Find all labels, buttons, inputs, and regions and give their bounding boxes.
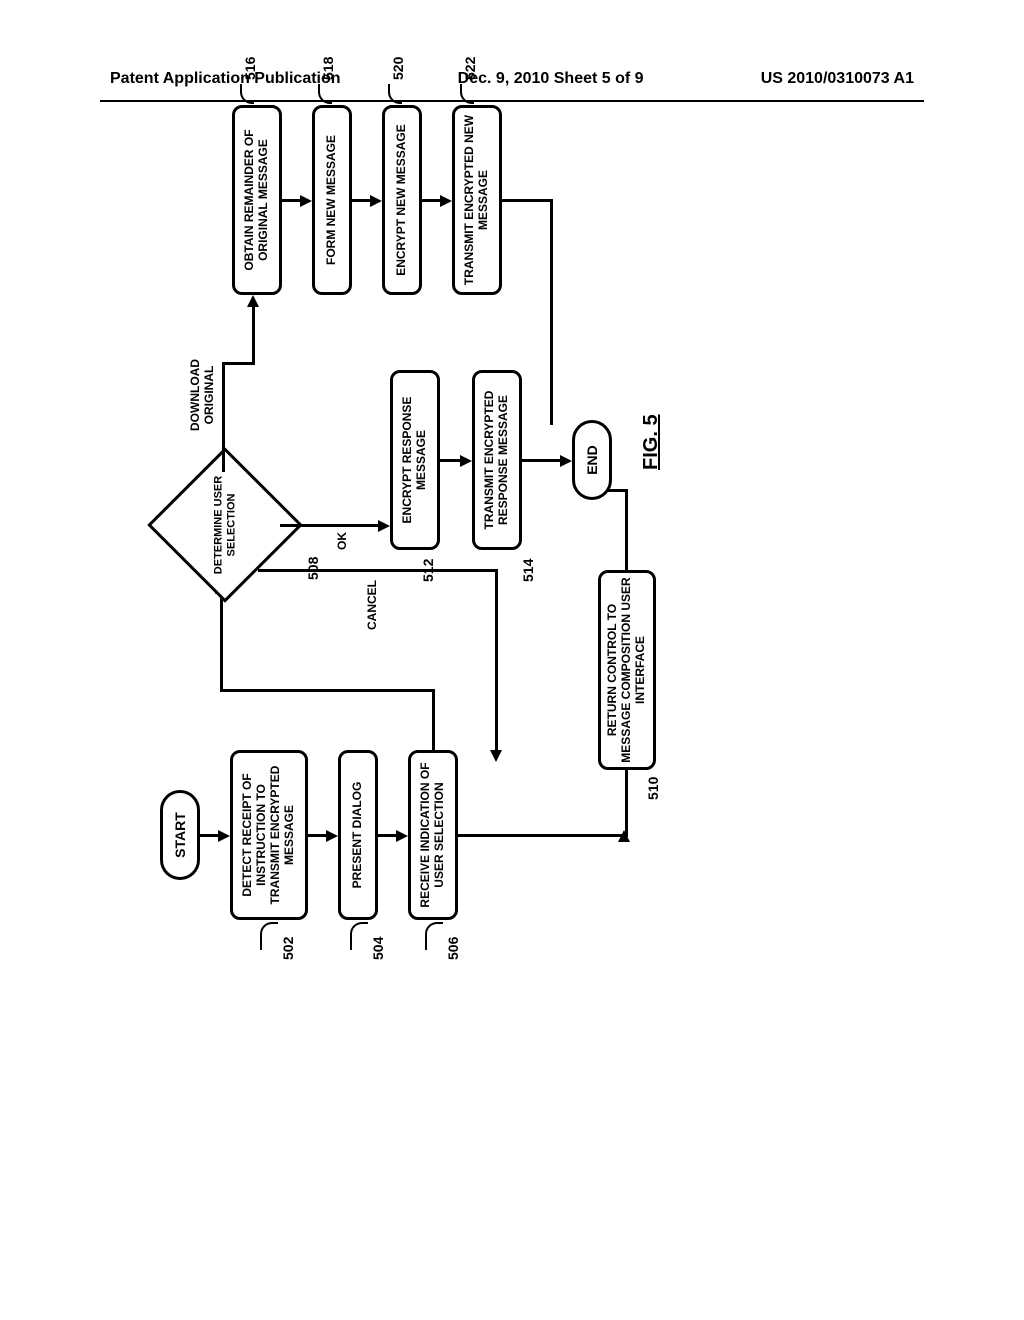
edge-cancel: CANCEL — [365, 580, 379, 630]
header-divider — [100, 100, 924, 102]
ref-520: 520 — [390, 57, 406, 80]
node-516: OBTAIN REMAINDER OF ORIGINAL MESSAGE — [232, 105, 282, 295]
node-502: DETECT RECEIPT OF INSTRUCTION TO TRANSMI… — [230, 750, 308, 920]
ref-516: 516 — [242, 57, 258, 80]
node-514: TRANSMIT ENCRYPTED RESPONSE MESSAGE — [472, 370, 522, 550]
connector — [378, 834, 398, 837]
connector — [625, 770, 628, 837]
connector — [282, 199, 302, 202]
connector — [222, 362, 225, 472]
connector — [220, 592, 223, 692]
ref-502: 502 — [280, 937, 296, 960]
ref-504: 504 — [370, 937, 386, 960]
connector — [280, 524, 380, 527]
ref-514: 514 — [520, 559, 536, 582]
arrow-icon — [247, 295, 259, 307]
connector — [495, 569, 498, 752]
node-504: PRESENT DIALOG — [338, 750, 378, 920]
flowchart-figure: START DETECT RECEIPT OF INSTRUCTION TO T… — [160, 120, 860, 900]
edge-ok: OK — [335, 532, 349, 550]
ref-512: 512 — [420, 559, 436, 582]
arrow-icon — [218, 830, 230, 842]
arrow-icon — [460, 455, 472, 467]
arrow-icon — [490, 750, 502, 762]
node-512: ENCRYPT RESPONSE MESSAGE — [390, 370, 440, 550]
connector — [258, 569, 498, 572]
connector — [502, 199, 552, 202]
arrow-icon — [370, 195, 382, 207]
node-518: FORM NEW MESSAGE — [312, 105, 352, 295]
connector — [200, 834, 220, 837]
arrow-icon — [396, 830, 408, 842]
figure-label: FIG. 5 — [640, 414, 663, 470]
connector — [252, 305, 255, 365]
connector — [308, 834, 328, 837]
connector — [522, 459, 562, 462]
ref-leader — [350, 922, 368, 950]
connector — [432, 690, 435, 750]
edge-download: DOWNLOAD ORIGINAL — [188, 350, 216, 440]
connector — [422, 199, 442, 202]
connector — [458, 834, 628, 837]
page-header: Patent Application Publication Dec. 9, 2… — [0, 70, 1024, 88]
connector — [352, 199, 372, 202]
decision-label: DETERMINE USER SELECTION — [212, 459, 237, 591]
node-end: END — [572, 420, 612, 500]
header-left: Patent Application Publication — [110, 70, 341, 88]
connector — [440, 459, 462, 462]
arrow-icon — [618, 830, 630, 842]
node-506: RECEIVE INDICATION OF USER SELECTION — [408, 750, 458, 920]
node-522: TRANSMIT ENCRYPTED NEW MESSAGE — [452, 105, 502, 295]
connector — [550, 199, 553, 425]
ref-leader — [425, 922, 443, 950]
ref-518: 518 — [320, 57, 336, 80]
connector — [220, 689, 435, 692]
ref-522: 522 — [462, 57, 478, 80]
arrow-icon — [300, 195, 312, 207]
node-510: RETURN CONTROL TO MESSAGE COMPOSITION US… — [598, 570, 656, 770]
connector — [625, 490, 628, 570]
header-right: US 2010/0310073 A1 — [761, 70, 914, 88]
connector — [222, 362, 252, 365]
arrow-icon — [560, 455, 572, 467]
node-decision: DETERMINE USER SELECTION — [170, 470, 280, 580]
arrow-icon — [378, 520, 390, 532]
header-center: Dec. 9, 2010 Sheet 5 of 9 — [458, 70, 644, 88]
arrow-icon — [440, 195, 452, 207]
node-start: START — [160, 790, 200, 880]
ref-506: 506 — [445, 937, 461, 960]
arrow-icon — [326, 830, 338, 842]
ref-leader — [260, 922, 278, 950]
ref-510: 510 — [645, 777, 661, 800]
node-520: ENCRYPT NEW MESSAGE — [382, 105, 422, 295]
